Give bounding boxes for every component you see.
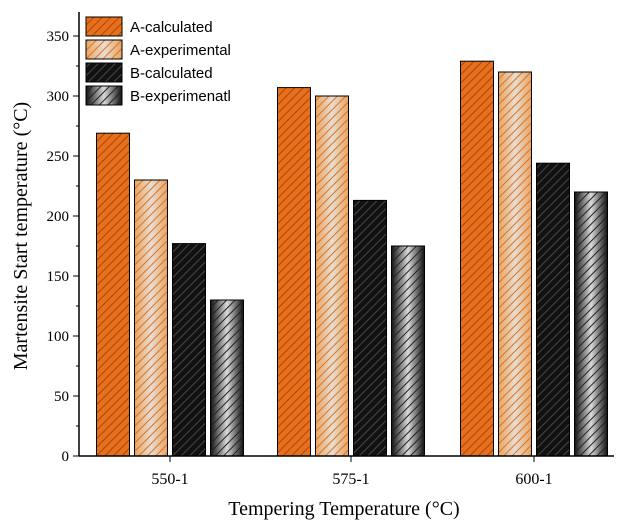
bar-a-calculated-550-1: [96, 132, 130, 457]
legend-item-a-experimental: A-experimental: [85, 39, 231, 60]
y-tick-label: 350: [47, 29, 70, 45]
x-tick-label: 600-1: [515, 471, 552, 488]
bars-group: [96, 60, 608, 457]
bar-b-experimenatl-550-1: [210, 299, 244, 457]
legend-item-b-experimenatl: B-experimenatl: [85, 85, 231, 106]
bar-b-calculated-575-1: [353, 199, 387, 457]
y-tick-label: 250: [47, 149, 70, 165]
x-tick-label: 550-1: [151, 471, 188, 488]
y-tick-label: 50: [54, 389, 69, 405]
x-axis-label: Tempering Temperature (°C): [228, 498, 459, 520]
x-tick-label: 575-1: [332, 471, 369, 488]
y-tick-label: 200: [47, 209, 70, 225]
y-tick-label: 100: [47, 329, 70, 345]
bar-b-calculated-550-1: [172, 243, 206, 457]
axes-group: 0 50 100 150 200 250 300 350 550-1 575-1 600-1: [47, 12, 614, 488]
legend-label: A-experimental: [130, 42, 231, 59]
y-tick-label: 300: [47, 89, 70, 105]
legend-label: A-calculated: [130, 19, 213, 36]
legend-item-a-calculated: A-calculated: [85, 16, 213, 37]
y-tick-label: 150: [47, 269, 70, 285]
bar-b-calculated-600-1: [536, 162, 570, 457]
bar-a-calculated-575-1: [277, 87, 311, 457]
bar-a-calculated-600-1: [460, 60, 494, 457]
bar-a-experimental-550-1: [134, 179, 168, 457]
legend-label: B-calculated: [130, 65, 213, 82]
legend-item-b-calculated: B-calculated: [85, 62, 213, 83]
legend-swatch: [86, 63, 122, 82]
legend-swatch: [86, 17, 122, 36]
y-tick-label: 0: [62, 449, 70, 465]
legend: A-calculated A-experimental B-calculated B-…: [85, 16, 231, 106]
bar-b-experimenatl-600-1: [574, 191, 608, 457]
bar-a-experimental-600-1: [498, 71, 532, 457]
bar-b-experimenatl-575-1: [391, 245, 425, 457]
legend-label: B-experimenatl: [130, 88, 231, 105]
y-axis-label: Martensite Start temperature (°C): [10, 102, 32, 370]
bar-a-experimental-575-1: [315, 95, 349, 457]
